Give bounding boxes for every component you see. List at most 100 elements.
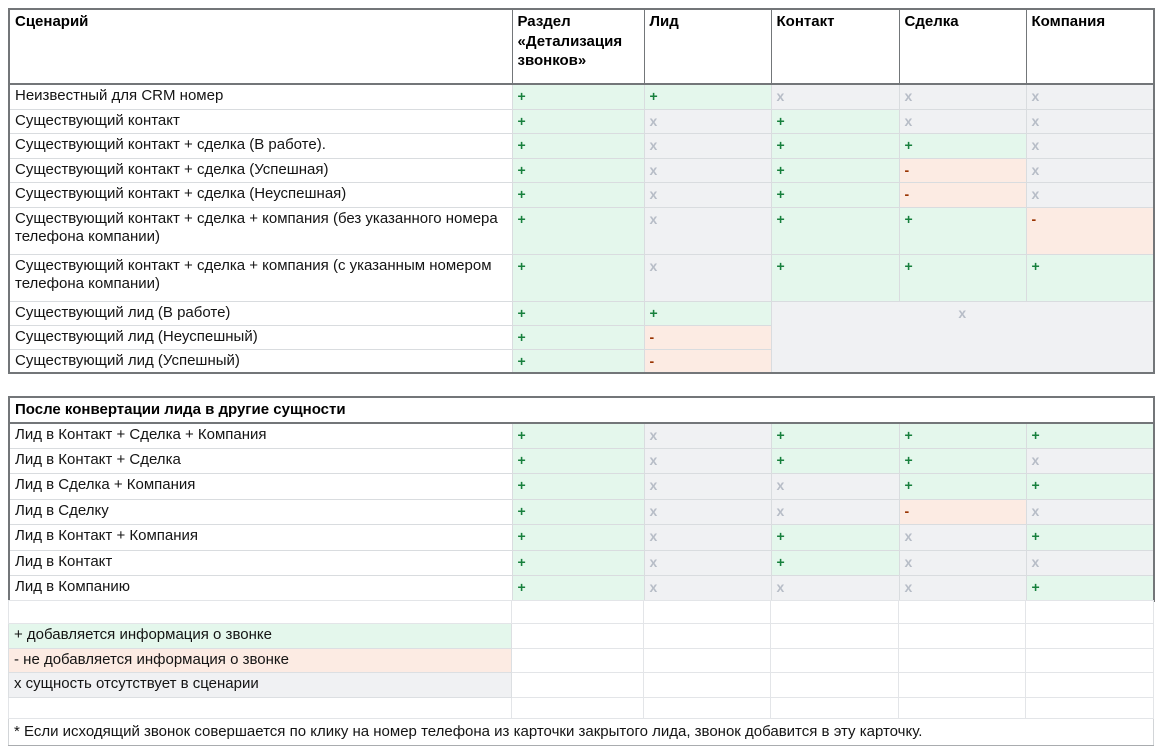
value-cell: x: [1025, 132, 1155, 159]
value-cell: x: [643, 549, 772, 576]
value-cell: +: [511, 253, 645, 302]
table-row: Существующий лид (В работе) + + x: [8, 300, 1155, 374]
column-header-2: Лид: [643, 8, 772, 85]
value-cell: -: [1025, 206, 1155, 255]
grid-cell: [1025, 697, 1154, 719]
table-row: Лид в Компанию + x x x +: [8, 575, 1155, 602]
value-cell: +: [898, 132, 1027, 159]
legend-item-absent: х сущность отсутствует в сценарии: [8, 672, 512, 698]
value-cell: +: [511, 549, 645, 576]
value-cell: +: [511, 132, 645, 159]
grid-cell: [898, 697, 1026, 719]
value-cell: +: [898, 473, 1027, 500]
grid-row: х сущность отсутствует в сценарии: [8, 672, 1154, 698]
value-cell: x: [643, 447, 772, 474]
grid-cell: [898, 623, 1026, 649]
value-cell: x: [643, 253, 772, 302]
value-cell: x: [1025, 447, 1155, 474]
grid-row: - не добавляется информация о звонке: [8, 648, 1154, 673]
value-cell: +: [898, 206, 1027, 255]
scenario-label: Существующий лид (Успешный): [8, 348, 513, 374]
value-cell: +: [511, 206, 645, 255]
value-cell: +: [770, 549, 900, 576]
footnote-row: * Если исходящий звонок совершается по к…: [8, 718, 1154, 746]
table-row: Лид в Контакт + Сделка + x + + x: [8, 447, 1155, 474]
column-header-4: Сделка: [898, 8, 1027, 85]
conversion-label: Лид в Компанию: [8, 575, 513, 602]
value-cell: x: [643, 575, 772, 602]
value-cell: x: [898, 83, 1027, 110]
legend-item-plus: + добавляется информация о звонке: [8, 623, 512, 649]
value-cell: +: [770, 206, 900, 255]
scenarios-header-row: Сценарий Раздел «Детализация звонков» Лид К…: [8, 8, 1155, 85]
value-cell: x: [898, 108, 1027, 134]
value-cell: +: [770, 108, 900, 134]
grid-cell: [643, 623, 771, 649]
value-cell: +: [511, 575, 645, 602]
value-cell: x: [1025, 157, 1155, 183]
table-row: Неизвестный для CRM номер + + x x x: [8, 83, 1155, 110]
value-cell: +: [770, 181, 900, 208]
value-cell: +: [898, 447, 1027, 474]
grid-cell: [898, 648, 1026, 673]
conversion-header-row: После конвертации лида в другие сущности: [8, 396, 1155, 424]
value-cell: x: [643, 108, 772, 134]
value-cell: -: [898, 181, 1027, 208]
value-cell: +: [511, 108, 645, 134]
grid-cell: [511, 697, 644, 719]
table-row: Лид в Контакт + Сделка + Компания + x + + +: [8, 422, 1155, 449]
grid-cell: [770, 623, 899, 649]
value-cell: x: [1025, 549, 1155, 576]
conversion-table-title: После конвертации лида в другие сущности: [8, 396, 1155, 424]
grid-row: [8, 600, 1154, 624]
table-row: Лид в Контакт + Компания + x + x +: [8, 524, 1155, 551]
value-cell: +: [1025, 524, 1155, 551]
value-cell: +: [770, 447, 900, 474]
grid-cell: [898, 600, 1026, 624]
value-cell: x: [898, 524, 1027, 551]
value-cell: +: [511, 83, 645, 110]
legend-table: + добавляется информация о звонке - не до…: [8, 600, 1154, 746]
value-cell: -: [643, 324, 772, 350]
value-cell: x: [643, 524, 772, 551]
value-cell: +: [511, 348, 645, 374]
value-cell: -: [898, 498, 1027, 525]
value-cell: x: [1025, 181, 1155, 208]
table-row: Лид в Сделку + x x - x: [8, 498, 1155, 525]
value-cell: +: [511, 324, 645, 350]
value-cell: +: [898, 253, 1027, 302]
value-cell: x: [770, 498, 900, 525]
grid-cell: [8, 697, 512, 719]
grid-cell: [643, 697, 771, 719]
value-cell: +: [770, 524, 900, 551]
value-cell: +: [770, 253, 900, 302]
value-cell: +: [1025, 422, 1155, 449]
value-cell: +: [511, 181, 645, 208]
conversion-label: Лид в Контакт + Сделка: [8, 447, 513, 474]
scenario-label: Существующий контакт + сделка (Успешная): [8, 157, 513, 183]
grid-cell: [643, 672, 771, 698]
scenario-label: Существующий контакт + сделка (Неуспешна…: [8, 181, 513, 208]
grid-cell: [643, 600, 771, 624]
grid-cell: [511, 600, 644, 624]
grid-row: [8, 697, 1154, 719]
value-cell: +: [643, 300, 772, 326]
value-cell: x: [643, 181, 772, 208]
grid-cell: [643, 648, 771, 673]
scenario-label: Существующий контакт + сделка + компания…: [8, 206, 513, 255]
grid-cell: [511, 672, 644, 698]
value-cell: x: [1025, 498, 1155, 525]
value-cell: +: [511, 447, 645, 474]
value-cell: x: [898, 549, 1027, 576]
column-header-5: Компания: [1025, 8, 1155, 85]
value-cell: +: [1025, 253, 1155, 302]
table-row: Существующий контакт + x + x x: [8, 108, 1155, 134]
table-row: Существующий контакт + сделка (Успешная)…: [8, 157, 1155, 183]
value-cell: +: [643, 83, 772, 110]
scenario-label: Неизвестный для CRM номер: [8, 83, 513, 110]
value-cell: +: [898, 422, 1027, 449]
grid-cell: [770, 697, 899, 719]
scenario-label: Существующий контакт + сделка + компания…: [8, 253, 513, 302]
grid-cell: [8, 600, 512, 624]
